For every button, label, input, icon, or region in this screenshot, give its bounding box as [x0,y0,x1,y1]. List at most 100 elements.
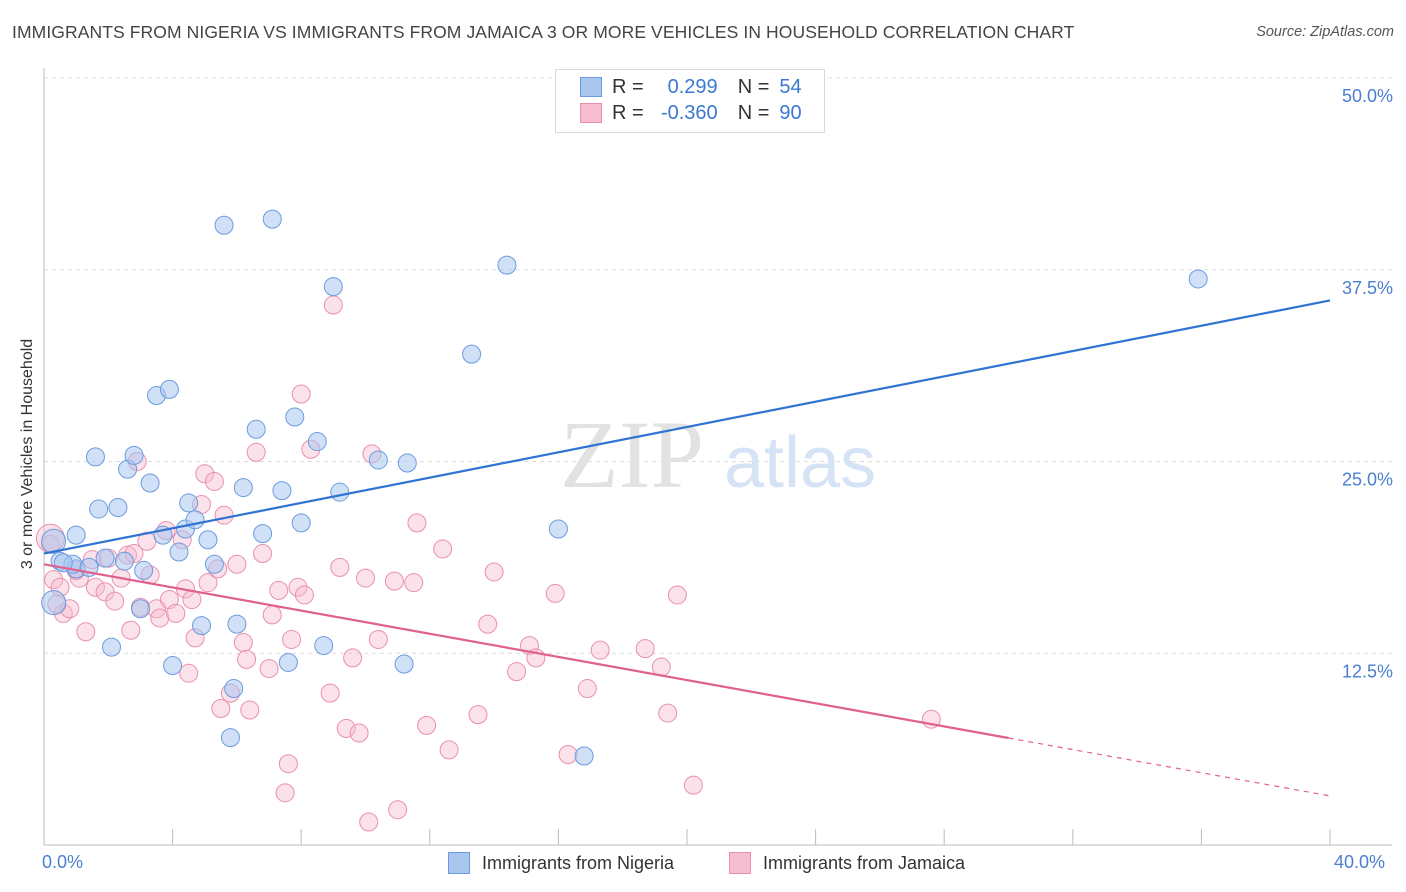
nigeria-point [41,528,67,554]
jamaica-point [433,539,453,559]
jamaica-point [439,740,459,760]
legend-row-nigeria: R = 0.299 N = 54 [580,76,802,98]
jamaica-point [195,464,215,484]
jamaica-point [478,614,498,634]
watermark-zip: ZIP [560,401,704,508]
jamaica-trend-line [43,563,1009,740]
y-tick-label: 37.5% [1342,278,1393,298]
jamaica-point [356,568,375,588]
axes [43,68,1392,846]
jamaica-point [323,295,343,315]
nigeria-point [169,542,189,562]
jamaica-point [320,683,340,703]
nigeria-point [134,560,154,580]
nigeria-point [262,209,282,229]
nigeria-point [394,654,414,674]
jamaica-point [150,608,170,628]
nigeria-point [198,530,218,550]
jamaica-point [590,640,610,660]
legend-n-label: N = [737,101,770,124]
legend-r-value: 0.299 [667,75,718,98]
nigeria-point [285,407,305,427]
jamaica-point [683,775,703,795]
nigeria-point [220,728,240,748]
jamaica-point [227,554,247,574]
jamaica-point [211,698,231,718]
nigeria-point [66,525,86,545]
nigeria-point [108,498,128,518]
jamaica-point [253,544,273,564]
jamaica-point [278,754,298,774]
jamaica-point [44,570,64,590]
nigeria-point [114,551,134,571]
jamaica-point [507,662,527,682]
jamaica-point [85,577,105,597]
jamaica-point [384,571,404,591]
jamaica-point [343,648,363,668]
jamaica-point [667,585,687,605]
nigeria-legend-label: Immigrants from Nigeria [482,852,675,873]
nigeria-trend-line [43,299,1331,555]
jamaica-point [349,723,369,743]
jamaica-point [388,800,408,820]
nigeria-point [140,473,160,493]
nigeria-legend-swatch [448,852,470,874]
bottom-legend-jamaica: Immigrants from Jamaica [729,852,965,874]
nigeria-point [124,445,144,465]
jamaica-point [237,649,257,669]
nigeria-point [574,746,594,766]
watermark: ZIP atlas [560,401,876,508]
legend-n-label: N = [737,75,770,98]
legend-n-value: 90 [779,101,802,124]
jamaica-point [359,812,379,832]
jamaica-point [294,585,314,605]
jamaica-point [246,442,266,462]
jamaica-point [269,580,289,600]
nigeria-point [462,344,482,364]
nigeria-point [204,554,224,574]
legend-n-value: 54 [779,75,802,98]
jamaica-point [262,605,282,625]
jamaica-point [407,513,427,533]
nigeria-point [272,481,292,501]
jamaica-point [417,715,437,735]
jamaica-point [336,718,356,738]
legend-row-jamaica: R = -0.360 N = 90 [580,102,802,124]
nigeria-point [246,419,266,439]
legend-r-label: R = [612,75,644,98]
watermark-atlas: atlas [724,423,876,503]
nigeria-point [192,616,212,636]
x-tick-max: 40.0% [1334,852,1386,872]
y-tick-labels: 12.5% 25.0% 37.5% 50.0% [1342,86,1393,681]
jamaica-point [468,705,488,725]
jamaica-point [240,700,260,720]
jamaica-point [635,639,655,659]
nigeria-point [323,277,343,297]
legend-r-value: -0.360 [660,101,718,124]
nigeria-point [307,432,327,452]
nigeria-point [85,447,105,467]
jamaica-legend-swatch [729,852,751,874]
nigeria-point [130,599,150,619]
jamaica-point [577,679,597,699]
jamaica-point [545,583,565,603]
correlation-legend: R = 0.299 N = 54 R = -0.360 N = 90 [555,69,825,133]
nigeria-point [179,493,199,513]
jamaica-point [282,629,302,649]
jamaica-point [288,577,308,597]
nigeria-point [224,679,244,699]
jamaica-point [368,629,388,649]
jamaica-point [259,659,279,679]
nigeria-point [233,478,253,498]
nigeria-point [41,590,67,616]
jamaica-point [404,573,424,593]
jamaica-point [658,703,678,723]
nigeria-point [397,453,417,473]
jamaica-point [121,620,141,640]
jamaica-point [204,471,224,491]
nigeria-point [89,499,109,519]
nigeria-points [41,209,1208,766]
y-tick-label: 25.0% [1342,470,1393,490]
nigeria-point [497,255,517,275]
